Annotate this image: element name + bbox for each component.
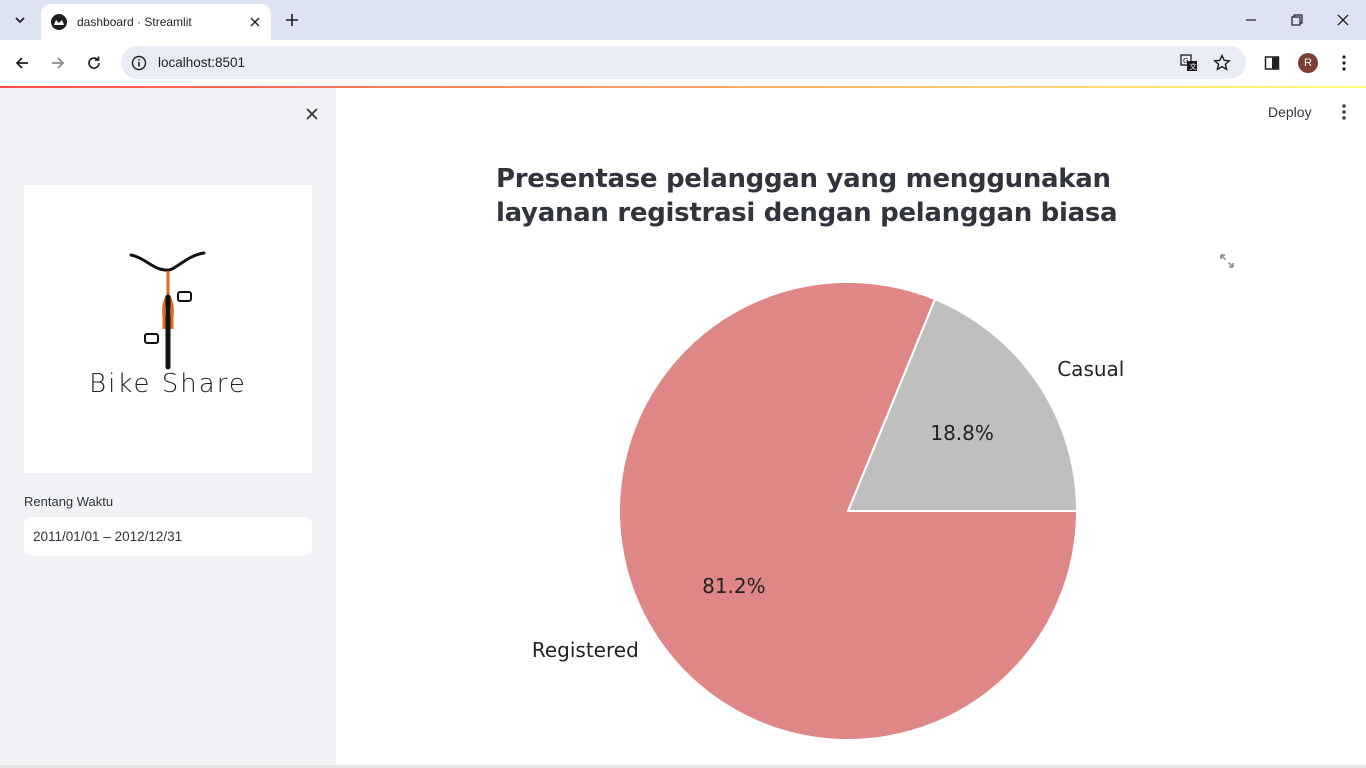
browser-tab-active[interactable]: dashboard · Streamlit: [41, 4, 271, 40]
profile-avatar[interactable]: R: [1298, 53, 1318, 73]
sidebar: Bike Share Rentang Waktu 2011/01/01 – 20…: [0, 88, 336, 768]
close-icon: [1337, 14, 1349, 26]
bookmark-star-icon[interactable]: [1211, 52, 1233, 74]
logo-text: Bike Share: [89, 369, 247, 399]
pie-value-label: 81.2%: [702, 574, 766, 598]
fullscreen-button[interactable]: [1218, 252, 1236, 270]
expand-icon: [1220, 254, 1234, 268]
tab-close-button[interactable]: [245, 12, 265, 32]
minimize-button[interactable]: [1228, 0, 1274, 40]
app-menu-button[interactable]: [1332, 100, 1356, 124]
minimize-icon: [1246, 19, 1256, 21]
pie-value-label: 18.8%: [930, 421, 994, 445]
pie-slice-casual: [846, 297, 1079, 512]
bike-share-logo: Bike Share: [24, 185, 312, 473]
browser-tab-bar: dashboard · Streamlit: [0, 0, 1366, 40]
chevron-down-icon: [15, 17, 25, 24]
date-range-input[interactable]: 2011/01/01 – 2012/12/31: [24, 517, 312, 556]
arrow-left-icon: [15, 57, 28, 69]
plus-icon: [286, 14, 298, 26]
page-title: Presentase pelanggan yang menggunakan la…: [496, 164, 1118, 228]
date-range-label: Rentang Waktu: [24, 494, 114, 509]
bicycle-logo-icon: [129, 251, 206, 370]
close-icon: [250, 17, 260, 27]
date-range-value: 2011/01/01 – 2012/12/31: [33, 529, 183, 544]
reload-button[interactable]: [78, 47, 110, 79]
more-vertical-icon: [1342, 104, 1346, 120]
app-header-decoration: [0, 86, 1366, 88]
arrow-right-icon: [52, 57, 65, 69]
pie-category-label: Registered: [532, 638, 639, 662]
close-icon: [306, 108, 318, 120]
forward-button[interactable]: [42, 47, 74, 79]
back-button[interactable]: [6, 47, 38, 79]
new-tab-button[interactable]: [280, 8, 304, 32]
pie-slice-registered: [618, 281, 1079, 741]
site-info-icon[interactable]: [129, 53, 149, 73]
restore-button[interactable]: [1274, 0, 1320, 40]
pie-category-label: Casual: [1057, 357, 1124, 381]
side-panel-icon[interactable]: [1261, 52, 1283, 74]
main-content: Deploy Presentase pelanggan yang menggun…: [336, 88, 1366, 768]
deploy-button[interactable]: Deploy: [1268, 104, 1312, 120]
svg-text:文: 文: [1190, 62, 1197, 71]
tab-title: dashboard · Streamlit: [77, 15, 192, 29]
window-close-button[interactable]: [1320, 0, 1366, 40]
horizontal-scrollbar[interactable]: [0, 765, 1366, 768]
svg-text:G: G: [1183, 57, 1188, 65]
streamlit-favicon-icon: [51, 14, 67, 30]
address-bar[interactable]: localhost:8501: [121, 46, 1246, 79]
url-text: localhost:8501: [158, 55, 246, 70]
browser-menu-icon[interactable]: [1333, 52, 1355, 74]
sidebar-close-button[interactable]: [300, 102, 324, 126]
tab-search-button[interactable]: [7, 8, 33, 32]
pie-chart: 18.8% Casual 81.2% Registered: [532, 281, 1124, 741]
reload-icon: [88, 56, 100, 69]
restore-icon: [1291, 14, 1303, 26]
